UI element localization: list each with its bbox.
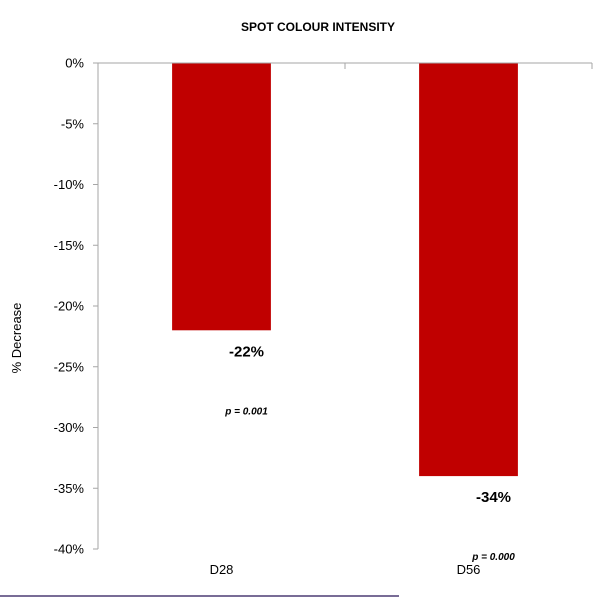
y-tick-label: -10% bbox=[54, 177, 85, 192]
chart-title: SPOT COLOUR INTENSITY bbox=[241, 20, 395, 34]
data-label-d56: -34% bbox=[476, 489, 511, 506]
bar-d56 bbox=[419, 63, 518, 477]
y-axis-ticks: 0% -5% -10% -15% -20% -25% -30% -35% -40% bbox=[54, 56, 98, 557]
x-axis-labels: D28 D56 bbox=[210, 562, 481, 577]
y-tick-label: -5% bbox=[61, 116, 85, 131]
p-value-annotation-1: p = 0.001 bbox=[224, 406, 268, 417]
x-tick-label-d28: D28 bbox=[210, 562, 234, 577]
x-tick-label-d56: D56 bbox=[457, 562, 481, 577]
y-axis-title: % Decrease bbox=[9, 303, 24, 374]
bar-d28 bbox=[172, 63, 271, 331]
y-tick-label: -15% bbox=[54, 238, 85, 253]
y-tick-label: -25% bbox=[54, 359, 85, 374]
y-tick-label: -30% bbox=[54, 420, 85, 435]
bar-series bbox=[172, 63, 518, 477]
data-label-d28: -22% bbox=[229, 343, 264, 360]
y-tick-label: -35% bbox=[54, 481, 85, 496]
y-tick-label: 0% bbox=[65, 56, 84, 71]
data-labels: -22% -34% bbox=[229, 343, 511, 506]
p-value-annotation-2: p = 0.000 bbox=[471, 552, 515, 563]
axes bbox=[97, 62, 593, 549]
y-tick-label: -40% bbox=[54, 542, 85, 557]
annotations: p = 0.001 p = 0.000 bbox=[224, 406, 515, 563]
y-tick-label: -20% bbox=[54, 299, 85, 314]
